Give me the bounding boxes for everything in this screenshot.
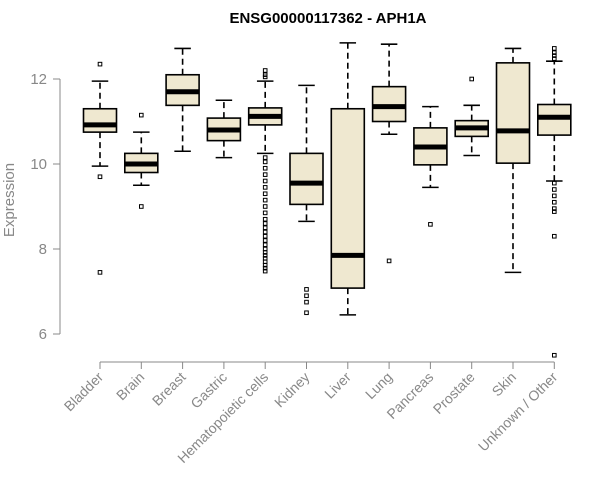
y-tick-label: 8 [39, 241, 47, 258]
outlier-point [262, 74, 268, 80]
box-pancreas [413, 105, 448, 227]
y-tick-label: 12 [30, 71, 47, 88]
box-prostate [454, 76, 490, 157]
box-hematopoietic-cells [247, 68, 283, 274]
box-iqr [289, 152, 324, 206]
outlier-point [262, 191, 268, 197]
outlier-point [262, 268, 268, 274]
outlier-point [304, 287, 309, 292]
box-iqr [495, 62, 531, 164]
outlier-point [262, 197, 268, 203]
outlier-point [262, 242, 268, 248]
outlier-point [262, 221, 268, 226]
outlier-point [552, 352, 557, 358]
box-iqr [536, 103, 572, 136]
outlier-point [304, 293, 309, 299]
outlier-point [428, 222, 433, 227]
outlier-point [552, 46, 557, 51]
outlier-point [262, 253, 268, 258]
box-bladder [82, 61, 118, 275]
box-iqr [330, 107, 366, 289]
box-iqr [82, 107, 118, 133]
outlier-point [469, 76, 474, 82]
outlier-point [262, 238, 268, 243]
outlier-point [552, 56, 557, 61]
outlier-point [262, 262, 268, 268]
x-tick-label: Brain [113, 369, 147, 403]
outlier-point [552, 50, 557, 55]
outlier-point [262, 265, 268, 271]
x-tick-label: Breast [149, 369, 189, 409]
chart-title: ENSG00000117362 - APH1A [229, 10, 426, 27]
box-skin [495, 47, 531, 274]
outlier-point [262, 165, 268, 171]
outlier-point [97, 174, 103, 180]
outlier-point [552, 233, 557, 239]
outlier-point [552, 206, 557, 211]
outlier-point [262, 68, 268, 73]
y-tick-label: 6 [39, 326, 47, 343]
x-tick-label: Prostate [430, 369, 478, 417]
outlier-point [262, 225, 268, 231]
outlier-point [552, 187, 557, 192]
outlier-point [552, 199, 557, 205]
box-liver [330, 42, 366, 316]
box-brain [124, 112, 159, 209]
y-axis: 6 8 10 12 [30, 71, 61, 343]
outlier-point [262, 155, 268, 160]
outlier-point [262, 229, 268, 235]
outlier-point [97, 270, 103, 275]
outlier-point [262, 250, 268, 255]
y-axis-label: Expression [1, 163, 18, 237]
outlier-point [262, 185, 268, 190]
outlier-point [262, 216, 268, 222]
box-kidney [289, 84, 324, 316]
outlier-point [552, 180, 557, 186]
outlier-point [304, 310, 309, 316]
outlier-point [386, 258, 392, 264]
outlier-point [262, 233, 268, 239]
outlier-point [262, 178, 268, 184]
outlier-point [262, 210, 268, 216]
outlier-point [552, 53, 557, 58]
outlier-point [552, 209, 557, 214]
outlier-point [262, 204, 268, 209]
y-tick-label: 10 [30, 156, 47, 173]
box-iqr [371, 85, 407, 123]
x-tick-label: Lung [362, 369, 395, 402]
x-tick-label: Bladder [61, 369, 107, 415]
outlier-point [139, 112, 144, 118]
outlier-point [262, 159, 268, 165]
outlier-point [262, 172, 268, 177]
box-breast [165, 47, 200, 153]
x-tick-label: Skin [489, 369, 520, 400]
outlier-point [139, 204, 144, 209]
plot-area [82, 42, 572, 358]
outlier-point [97, 61, 103, 67]
x-tick-label: Liver [321, 369, 354, 402]
box-unknown-other [536, 46, 572, 358]
outlier-point [552, 193, 557, 199]
x-tick-label: Kidney [271, 369, 313, 411]
outlier-point [304, 299, 309, 305]
box-lung [371, 43, 407, 264]
box-gastric [206, 99, 242, 159]
